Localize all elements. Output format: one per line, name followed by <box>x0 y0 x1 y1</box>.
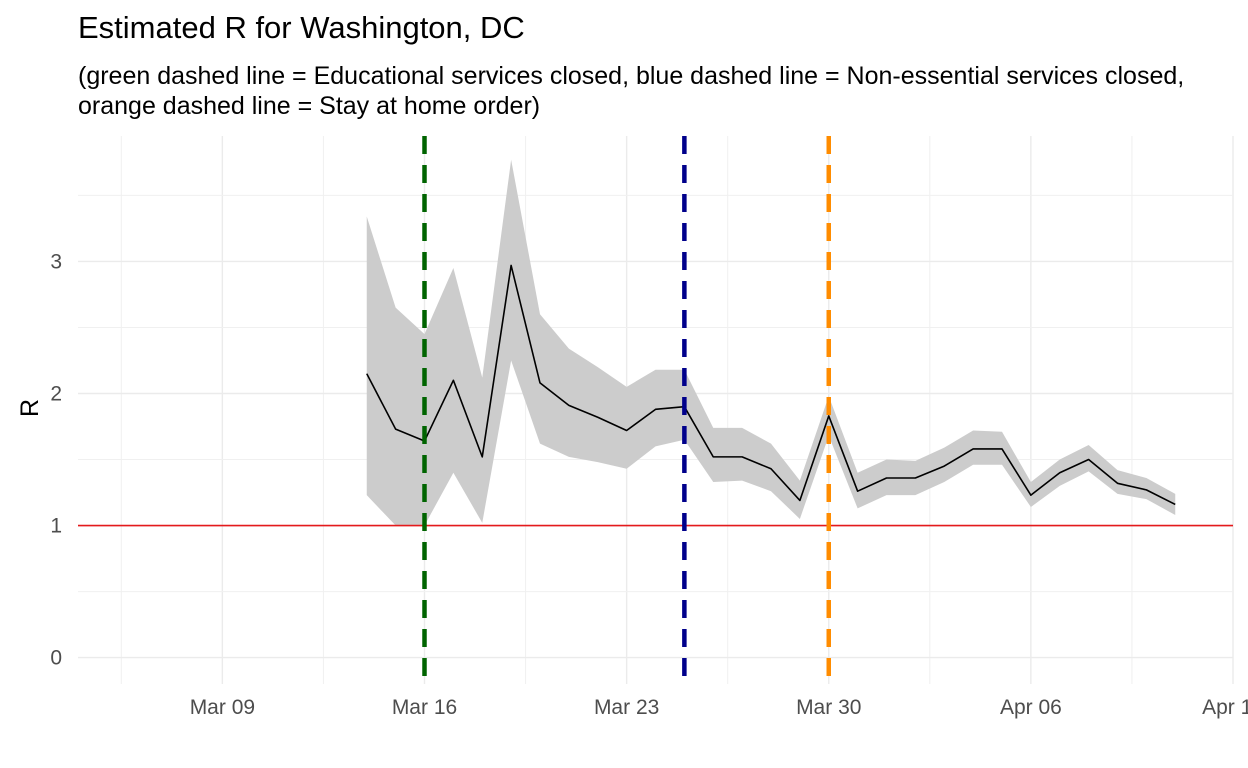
x-axis-ticks: Mar 09 Mar 16 Mar 23 Mar 30 Apr 06 Apr 13 <box>190 696 1248 719</box>
y-tick-label: 2 <box>50 382 62 405</box>
chart-subtitle-line-1: (green dashed line = Educational service… <box>78 62 1185 90</box>
y-tick-label: 3 <box>50 250 62 273</box>
y-axis-title: R <box>16 399 44 417</box>
y-tick-label: 0 <box>50 647 62 670</box>
x-tick-label: Mar 09 <box>190 696 255 719</box>
chart-subtitle: (green dashed line = Educational service… <box>78 61 1184 121</box>
x-tick-label: Apr 06 <box>1000 696 1062 719</box>
event-lines-group <box>422 136 831 684</box>
x-tick-label: Mar 16 <box>392 696 457 719</box>
y-axis-ticks: 0 1 2 3 <box>50 250 62 669</box>
chart-subtitle-line-2: orange dashed line = Stay at home order) <box>78 92 541 120</box>
chart-title: Estimated R for Washington, DC <box>78 10 525 45</box>
confidence-band <box>366 159 1176 526</box>
confidence-band-group <box>366 159 1176 526</box>
x-tick-label: Mar 30 <box>796 696 861 719</box>
y-tick-label: 1 <box>50 515 62 538</box>
x-tick-label: Apr 13 <box>1202 696 1248 719</box>
x-tick-label: Mar 23 <box>594 696 659 719</box>
